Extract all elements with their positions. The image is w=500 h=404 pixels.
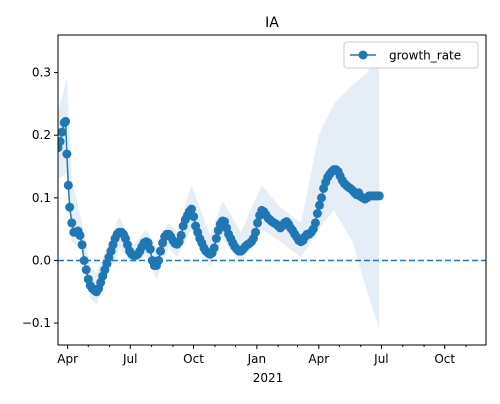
data-point <box>58 127 67 137</box>
data-point <box>251 227 260 237</box>
data-point <box>58 137 65 146</box>
x-tick-label: Apr <box>308 352 329 366</box>
data-point <box>315 200 324 210</box>
y-tick-label: 0.1 <box>32 191 51 205</box>
y-axis: −0.1 0.0 0.1 0.2 0.3 <box>22 66 58 330</box>
data-point <box>81 265 91 275</box>
data-point <box>156 246 165 256</box>
data-point <box>65 202 75 212</box>
series-layer <box>58 116 384 297</box>
data-point <box>310 218 320 228</box>
data-point <box>145 244 155 254</box>
data-point <box>77 240 87 250</box>
y-tick-label: −0.1 <box>22 316 51 330</box>
x-tick-label: Jan <box>247 352 267 366</box>
data-point <box>374 191 384 201</box>
x-tick-label: Apr <box>57 352 78 366</box>
x-tick-label: Jul <box>122 352 137 366</box>
data-point <box>317 193 326 203</box>
legend: growth_rate <box>343 41 479 69</box>
data-point <box>253 218 262 228</box>
data-point <box>209 243 219 253</box>
data-point <box>62 149 72 159</box>
data-point <box>61 116 71 126</box>
data-point <box>187 204 196 214</box>
data-point <box>176 230 186 240</box>
y-tick-label: 0.2 <box>32 128 51 142</box>
plot-frame <box>57 34 487 346</box>
x-tick-label: Oct <box>434 352 455 366</box>
data-point <box>189 212 199 222</box>
x-tick-label: Jul <box>373 352 388 366</box>
legend-series-marker-swatch <box>358 50 368 60</box>
x-tick-label: Oct <box>183 352 204 366</box>
data-point <box>154 256 163 265</box>
data-point <box>67 218 77 228</box>
x-axis: Apr Jul Oct Jan Apr Jul Oct <box>57 345 467 366</box>
data-point <box>312 209 322 218</box>
data-point <box>63 180 73 190</box>
legend-entry-label: growth_rate <box>389 49 461 63</box>
chart-title: IA <box>265 15 279 31</box>
x-axis-year-label: 2021 <box>253 371 284 385</box>
data-point <box>79 256 89 265</box>
legend-box <box>343 41 479 69</box>
data-point <box>211 234 221 243</box>
data-point <box>75 230 85 240</box>
y-tick-label: 0.3 <box>32 66 51 80</box>
y-tick-label: 0.0 <box>32 253 51 267</box>
